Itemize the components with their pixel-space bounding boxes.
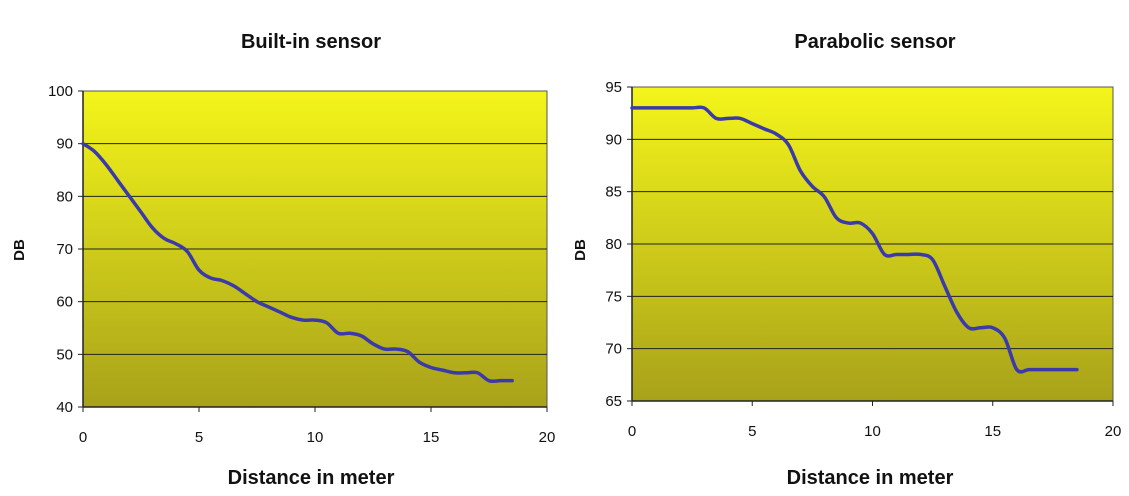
y-tick-label: 90 — [56, 136, 73, 153]
x-axis-label: Distance in meter — [228, 467, 395, 489]
y-tick-label: 70 — [56, 241, 73, 258]
y-tick-label: 40 — [56, 399, 73, 416]
x-tick-label: 0 — [79, 429, 87, 446]
y-tick-label: 80 — [56, 188, 73, 205]
chart-parabolic-sensor: Parabolic sensor Distance in meter DB 65… — [565, 0, 1129, 491]
x-tick-label: 15 — [984, 423, 1001, 440]
y-tick-label: 80 — [605, 236, 622, 253]
y-tick-label: 95 — [605, 79, 622, 96]
chart-title: Built-in sensor — [241, 31, 381, 53]
y-tick-label: 60 — [56, 294, 73, 311]
chart-svg-built-in-sensor: Built-in sensor Distance in meter DB 40 5… — [11, 31, 556, 489]
y-tick-label: 90 — [605, 131, 622, 148]
y-tick-label: 70 — [605, 341, 622, 358]
x-axis-label: Distance in meter — [787, 467, 954, 489]
x-tick-label: 5 — [195, 429, 203, 446]
chart-built-in-sensor: Built-in sensor Distance in meter DB 40 5… — [0, 0, 565, 491]
chart-svg-parabolic-sensor: Parabolic sensor Distance in meter DB 65… — [572, 31, 1122, 489]
y-axis-label: DB — [572, 239, 589, 261]
y-tick-label: 50 — [56, 346, 73, 363]
x-tick-label: 0 — [628, 423, 636, 440]
series-line — [81, 141, 514, 383]
y-tick-label: 75 — [605, 288, 622, 305]
x-tick-label: 10 — [864, 423, 881, 440]
chart-title: Parabolic sensor — [794, 31, 955, 53]
x-tick-label: 20 — [539, 429, 556, 446]
x-tick-label: 5 — [748, 423, 756, 440]
x-tick-label: 15 — [423, 429, 440, 446]
y-tick-label: 85 — [605, 184, 622, 201]
y-axis-label: DB — [11, 239, 28, 261]
y-tick-label: 65 — [605, 393, 622, 410]
x-tick-label: 10 — [307, 429, 324, 446]
series-line — [630, 105, 1079, 374]
y-tick-label: 100 — [48, 83, 73, 100]
x-tick-label: 20 — [1105, 423, 1122, 440]
